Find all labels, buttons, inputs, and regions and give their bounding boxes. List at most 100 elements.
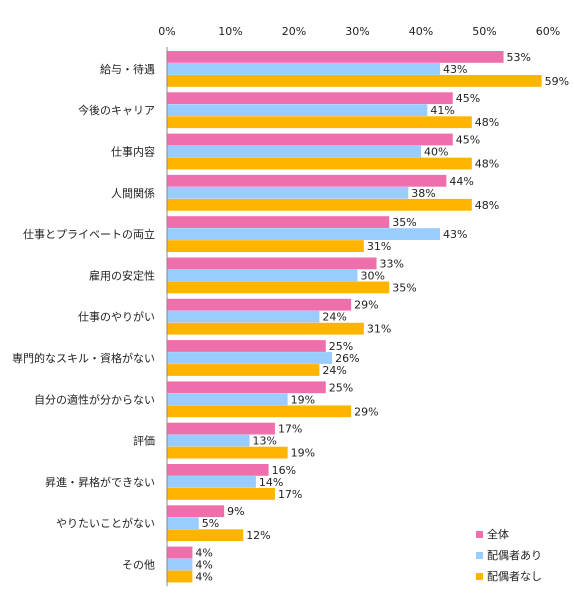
x-tick-label: 50% (472, 25, 496, 38)
category-label: 人間関係 (111, 187, 155, 200)
data-label: 26% (335, 352, 359, 365)
x-tick-label: 10% (218, 25, 242, 38)
bar (167, 186, 409, 199)
bar (167, 322, 364, 335)
bar (167, 104, 428, 117)
bar (167, 51, 504, 63)
data-label: 44% (449, 175, 473, 188)
bar (167, 381, 326, 394)
data-label: 59% (545, 75, 569, 88)
bar (167, 228, 441, 240)
bar (167, 92, 453, 105)
bar (167, 281, 390, 294)
bar (167, 63, 441, 75)
data-label: 12% (246, 529, 270, 542)
data-label: 43% (443, 228, 467, 241)
bar (167, 393, 288, 406)
data-label: 29% (354, 405, 378, 418)
x-tick-label: 30% (345, 25, 369, 38)
bar (167, 75, 542, 87)
x-tick-label: 40% (409, 25, 433, 38)
data-label: 35% (392, 216, 416, 229)
category-label: 仕事とプライベートの両立 (23, 227, 155, 241)
bar (167, 174, 447, 187)
category-label: 専門的なスキル・資格がない (12, 351, 155, 365)
data-label: 4% (195, 571, 212, 584)
category-label: 給与・待遇 (100, 62, 155, 76)
legend-label: 配偶者なし (487, 570, 542, 583)
bar (167, 310, 320, 323)
data-label: 43% (443, 63, 467, 76)
data-label: 45% (456, 92, 480, 105)
data-label: 48% (475, 158, 499, 171)
bar (167, 434, 250, 447)
bar (167, 257, 377, 270)
x-tick-label: 20% (282, 25, 306, 38)
bar (167, 517, 199, 530)
bar (167, 133, 453, 146)
legend-swatch (476, 573, 483, 580)
data-label: 25% (329, 381, 353, 394)
bar (167, 546, 193, 559)
data-label: 30% (361, 269, 385, 282)
category-label: その他 (122, 559, 155, 572)
x-tick-label: 60% (536, 25, 560, 38)
bar (167, 505, 225, 518)
category-label: 今後のキャリア (78, 103, 155, 117)
bar (167, 446, 288, 459)
bar (167, 464, 269, 476)
data-label: 17% (278, 423, 302, 436)
data-label: 24% (322, 311, 346, 324)
data-label: 33% (380, 257, 404, 270)
category-labels: 給与・待遇今後のキャリア仕事内容人間関係仕事とプライベートの両立雇用の安定性仕事… (12, 62, 155, 572)
category-label: 仕事内容 (111, 145, 155, 159)
data-label: 19% (291, 393, 315, 406)
bar (167, 145, 421, 158)
x-tick-label: 0% (158, 25, 175, 38)
bar (167, 558, 193, 571)
bars (167, 51, 542, 583)
legend-swatch (476, 552, 483, 559)
bar (167, 216, 390, 228)
data-label: 48% (475, 116, 499, 129)
data-label: 9% (227, 505, 244, 518)
data-label: 24% (322, 364, 346, 377)
bar (167, 269, 358, 282)
data-label: 16% (272, 464, 296, 477)
data-label: 4% (195, 559, 212, 572)
bar (167, 405, 352, 418)
category-label: やりたいことがない (56, 516, 155, 530)
data-label: 48% (475, 199, 499, 212)
data-label: 14% (259, 476, 283, 489)
data-label: 31% (367, 323, 391, 336)
data-label: 17% (278, 488, 302, 501)
value-labels: 53%43%59%45%41%48%45%40%48%44%38%48%35%4… (195, 51, 569, 584)
category-label: 自分の適性が分からない (34, 392, 155, 406)
data-label: 29% (354, 299, 378, 312)
x-axis-ticks: 0% 10% 20% 30% 40% 50% 60% (158, 25, 560, 38)
bar (167, 116, 472, 129)
category-label: 評価 (133, 434, 155, 448)
bar (167, 352, 333, 364)
data-label: 35% (392, 281, 416, 294)
category-label: 仕事のやりがい (78, 310, 155, 324)
data-label: 38% (411, 187, 435, 200)
bar (167, 340, 326, 352)
legend-swatch (476, 531, 483, 538)
data-label: 40% (424, 146, 448, 159)
bar (167, 198, 472, 211)
legend-label: 全体 (487, 527, 509, 541)
bar (167, 422, 275, 435)
bar (167, 240, 364, 252)
bar (167, 529, 244, 542)
data-label: 13% (253, 435, 277, 448)
data-label: 4% (195, 547, 212, 560)
bar (167, 298, 352, 311)
data-label: 31% (367, 240, 391, 253)
data-label: 41% (430, 104, 454, 117)
bar (167, 570, 193, 583)
bar (167, 364, 320, 376)
data-label: 25% (329, 340, 353, 353)
